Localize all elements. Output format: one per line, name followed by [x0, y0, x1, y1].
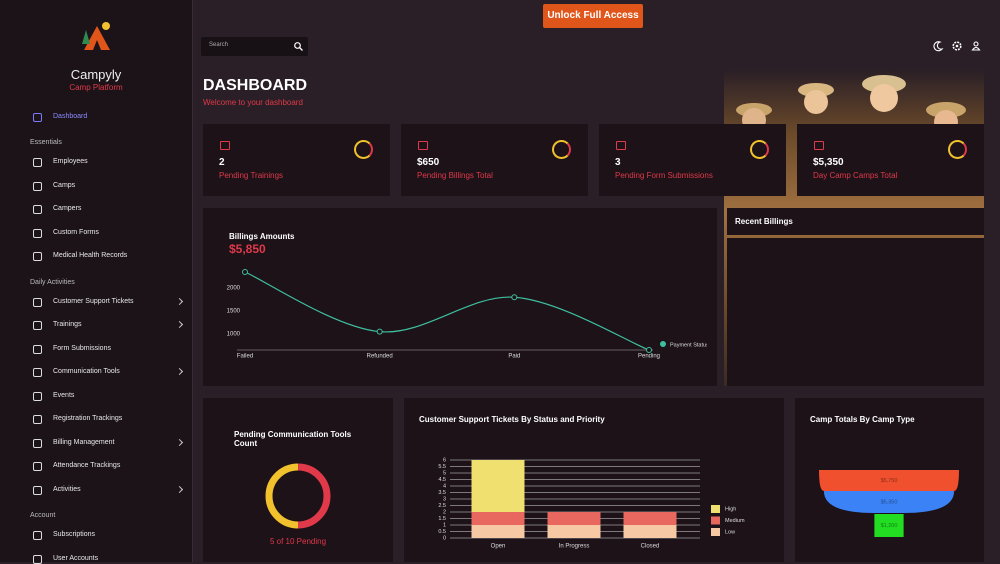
nav-icon — [33, 228, 42, 238]
nav-item[interactable]: Trainings — [53, 321, 82, 328]
comm-card: Pending Communication Tools Count — [203, 398, 393, 562]
stat-icon — [616, 141, 626, 150]
stat-ring — [354, 140, 373, 159]
nav-icon — [33, 297, 42, 307]
photo-people — [736, 75, 966, 134]
nav-item[interactable]: Subscriptions — [53, 531, 96, 538]
nav-item[interactable]: Medical Health Records — [53, 252, 128, 259]
search-placeholder: Search — [209, 42, 229, 48]
chevron — [175, 367, 184, 376]
nav-item[interactable]: Communication Tools — [53, 368, 120, 375]
stat-value: $5,350 — [813, 157, 844, 168]
stat-card: $650 Pending Billings Total — [401, 124, 588, 196]
nav-item[interactable]: Attendance Trackings — [53, 462, 121, 469]
chevron — [175, 320, 184, 329]
stat-card: 3 Pending Form Submissions — [599, 124, 786, 196]
nav-icon — [33, 344, 42, 354]
nav-icon — [33, 462, 42, 471]
chevron — [175, 485, 184, 493]
tagline: Camp Platform — [69, 83, 123, 92]
nav-item[interactable]: Camps — [53, 181, 76, 189]
nav-item[interactable]: Campers — [53, 205, 82, 212]
stat-value: 3 — [615, 157, 621, 168]
funnel-card: Camp Totals By Camp Type — [795, 398, 984, 562]
search-box[interactable]: Search — [201, 37, 308, 56]
nav-icon — [33, 252, 42, 261]
tickets-card: Customer Support Tickets By Status and P… — [404, 398, 784, 562]
nav-icon — [33, 438, 42, 448]
chart-title: Camp Totals By Camp Type — [810, 415, 915, 424]
chevron — [175, 297, 184, 305]
nav-item[interactable]: Activities — [53, 485, 81, 493]
nav-icon — [33, 321, 42, 330]
nav-icon — [33, 181, 42, 191]
nav-icon — [33, 391, 42, 401]
stat-icon — [418, 141, 428, 150]
nav-section: Essentials — [30, 139, 62, 146]
nav-item[interactable]: Billing Management — [53, 438, 115, 446]
page-subtitle: Welcome to your dashboard — [203, 98, 303, 107]
logo — [82, 22, 110, 50]
stat-ring — [750, 140, 769, 159]
nav-section: Account — [30, 512, 56, 519]
nav-item[interactable]: Registration Trackings — [53, 415, 123, 422]
nav-icon — [33, 158, 42, 167]
recent-billings-header: Recent Billings — [727, 208, 984, 235]
stat-label: Day Camp Camps Total — [813, 171, 898, 180]
stat-value: $650 — [417, 157, 440, 168]
chart-title: Customer Support Tickets By Status and P… — [419, 415, 605, 424]
stat-ring — [552, 140, 571, 159]
nav-icon — [33, 531, 42, 540]
stat-value: 2 — [219, 157, 225, 168]
nav-item[interactable]: Custom Forms — [53, 228, 99, 236]
nav-section: Daily Activities — [30, 278, 75, 286]
unlock-button[interactable]: Unlock Full Access — [543, 4, 643, 28]
stat-icon — [220, 141, 230, 150]
search-icon — [294, 42, 303, 51]
nav-item[interactable]: Customer Support Tickets — [53, 297, 134, 305]
nav-item-active[interactable]: Dashboard — [53, 113, 88, 120]
nav-icon — [33, 554, 42, 564]
stat-icon — [814, 141, 824, 150]
nav-item[interactable]: Form Submissions — [53, 344, 111, 352]
billings-card — [203, 208, 717, 386]
brand: Campyly — [70, 67, 122, 82]
sidebar: Campyly Camp Platform Dashboard Essentia… — [0, 0, 193, 564]
nav-item[interactable]: Employees — [53, 158, 88, 165]
nav-icon — [33, 485, 42, 495]
nav-icon — [33, 205, 42, 214]
nav-icon — [33, 415, 42, 424]
stat-ring — [948, 140, 967, 159]
nav-icon — [33, 368, 42, 377]
stat-card: 2 Pending Trainings — [203, 124, 390, 196]
recent-billings-title: Recent Billings — [735, 217, 793, 226]
stat-label: Pending Billings Total — [417, 171, 493, 180]
stat-card: $5,350 Day Camp Camps Total — [797, 124, 984, 196]
page-title: DASHBOARD — [203, 77, 307, 94]
chevron — [175, 438, 184, 446]
nav-item[interactable]: Events — [53, 391, 75, 399]
top-icons[interactable] — [930, 40, 985, 52]
stat-label: Pending Form Submissions — [615, 171, 713, 180]
recent-billings-body — [727, 238, 984, 386]
stat-label: Pending Trainings — [219, 171, 284, 180]
nav-item[interactable]: User Accounts — [53, 554, 99, 562]
chart-title: Pending Communication Tools Count — [234, 430, 352, 448]
nav-icon — [33, 113, 42, 122]
